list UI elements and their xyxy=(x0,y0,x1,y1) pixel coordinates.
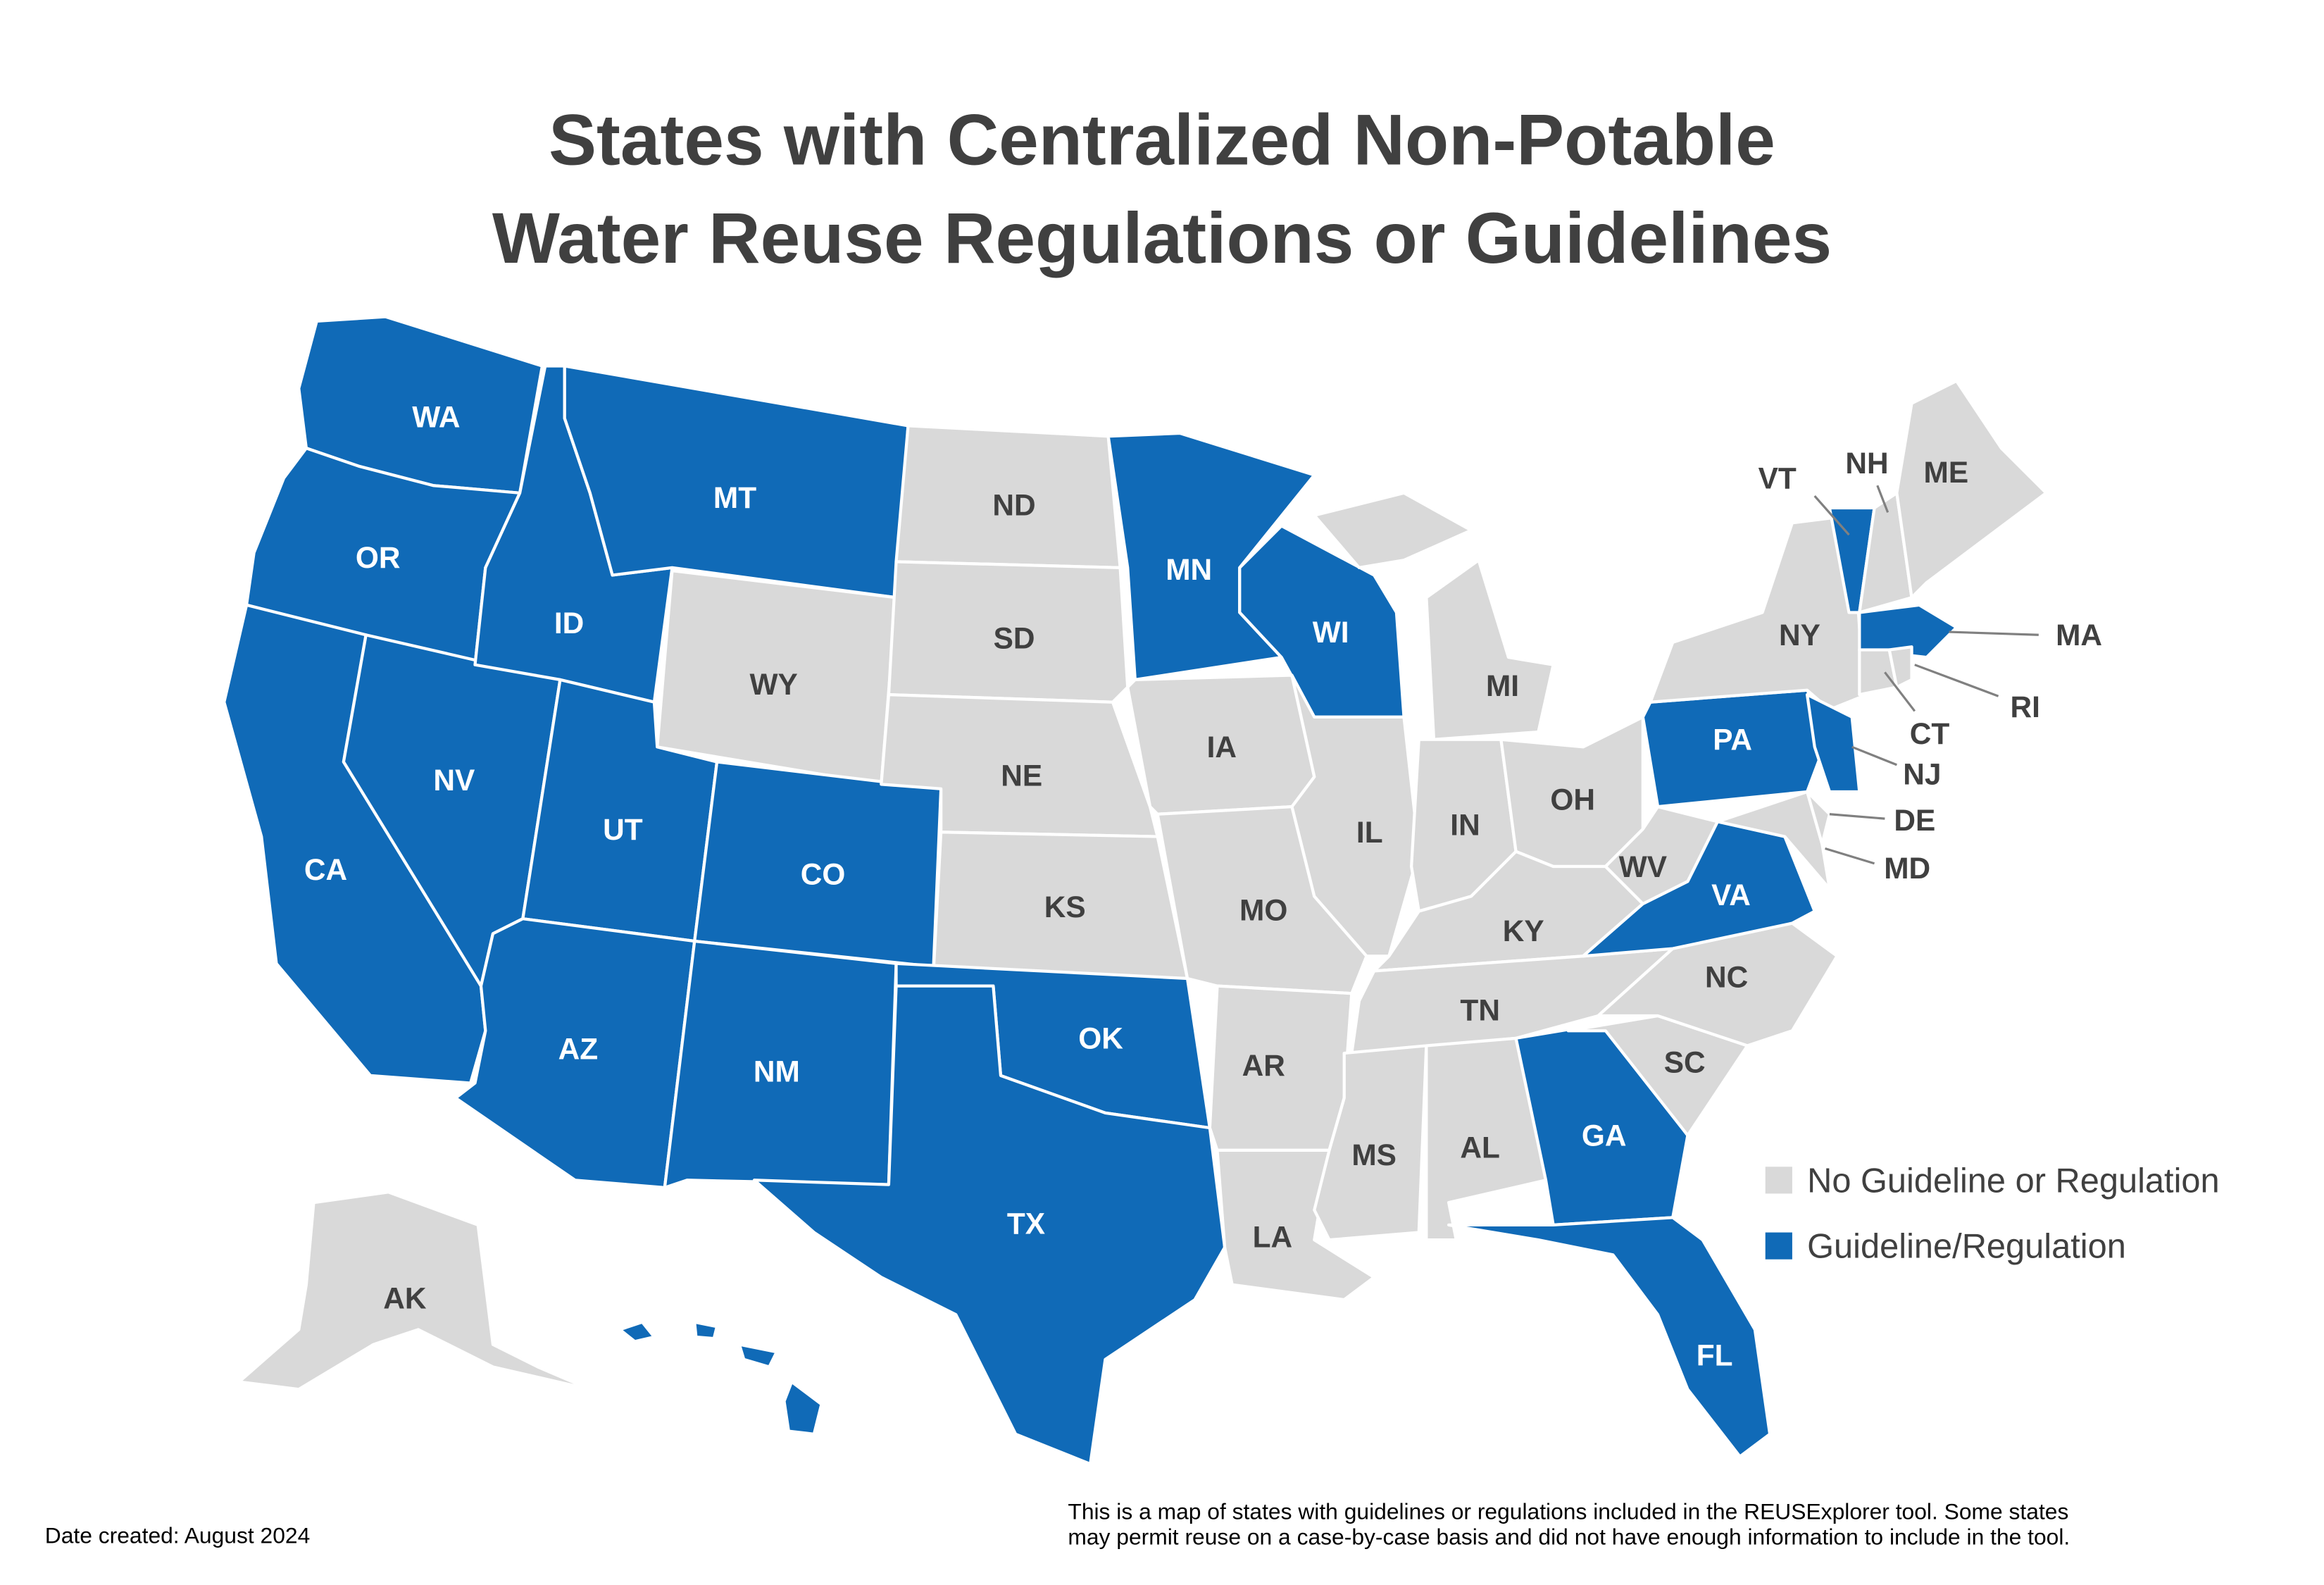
leader-line xyxy=(1884,671,1916,712)
state-label: NH xyxy=(1845,447,1888,480)
state-shape xyxy=(1649,514,1869,711)
leader-line xyxy=(1813,495,1850,536)
state-shape xyxy=(1290,673,1420,958)
state-label: MD xyxy=(1884,852,1930,885)
state-label: IA xyxy=(1207,731,1237,764)
state-label: TX xyxy=(1007,1207,1045,1241)
state-label: VA xyxy=(1711,878,1751,912)
state-label: SC xyxy=(1664,1046,1706,1079)
state-label: AL xyxy=(1460,1131,1500,1164)
state-label: IL xyxy=(1356,816,1383,849)
state-shape xyxy=(693,1320,719,1341)
footnote-line: This is a map of states with guidelines … xyxy=(1068,1499,2068,1524)
state-shape xyxy=(1425,559,1555,741)
state-shape xyxy=(1447,1216,1772,1458)
state-label: NJ xyxy=(1903,757,1941,790)
legend-swatch xyxy=(1765,1167,1792,1194)
state-shape xyxy=(1716,790,1832,890)
labels-layer: WA OR CA NV ID MT WY UT CO AZ NM ND SD NE KS OK TX MN IA MO… xyxy=(304,401,2102,1420)
state-label: HI xyxy=(720,1386,749,1419)
leader-line xyxy=(1876,485,1889,513)
state-label: NV xyxy=(433,764,475,797)
state-label: AR xyxy=(1242,1049,1285,1082)
state-label: MO xyxy=(1239,893,1287,926)
states-layer xyxy=(223,315,2048,1466)
state-shape xyxy=(737,1343,778,1369)
state-label: CT xyxy=(1910,717,1950,750)
title-line: States with Centralized Non-Potable xyxy=(549,99,1775,180)
state-label: ME xyxy=(1924,456,1969,489)
state-label: OK xyxy=(1078,1022,1123,1055)
legend-label: Guideline/Regulation xyxy=(1807,1228,2126,1266)
state-label: KY xyxy=(1503,914,1544,947)
state-label: ID xyxy=(554,607,584,640)
state-label: MT xyxy=(713,481,756,514)
state-label: TN xyxy=(1460,993,1500,1026)
state-label: WI xyxy=(1313,616,1349,649)
state-label: MN xyxy=(1166,553,1212,586)
state-shape xyxy=(782,1380,823,1436)
state-shape xyxy=(887,560,1130,704)
legend-swatch xyxy=(1765,1232,1792,1260)
state-label: WY xyxy=(749,668,797,701)
state-label: UT xyxy=(603,813,643,846)
state-label: MS xyxy=(1351,1138,1397,1171)
leader-line xyxy=(1949,630,2039,636)
state-shape xyxy=(1313,491,1473,569)
state-label: OH xyxy=(1550,783,1595,816)
leader-line xyxy=(1851,745,1897,766)
date-note: Date created: August 2024 xyxy=(45,1523,311,1548)
state-label: NY xyxy=(1779,619,1820,652)
state-label: AZ xyxy=(558,1033,599,1066)
state-shape xyxy=(1895,379,2048,599)
state-label: FL xyxy=(1697,1338,1733,1372)
state-label: LA xyxy=(1253,1221,1293,1254)
state-label: KS xyxy=(1044,890,1086,924)
leader-line xyxy=(1829,813,1885,820)
state-shape xyxy=(1858,603,1958,659)
leader-line xyxy=(1914,664,1999,697)
state-shape xyxy=(752,984,1227,1466)
legend: No Guideline or Regulation Guideline/Regu… xyxy=(1765,1162,2220,1266)
legend-label: No Guideline or Regulation xyxy=(1807,1162,2220,1200)
state-label: MA xyxy=(2056,619,2102,652)
state-label: NC xyxy=(1705,961,1748,994)
state-shape xyxy=(618,1320,656,1343)
state-label: WV xyxy=(1619,850,1667,883)
state-label: CA xyxy=(304,853,347,886)
state-label: DE xyxy=(1894,804,1935,837)
title-line: Water Reuse Regulations or Guidelines xyxy=(492,198,1832,278)
state-label: SD xyxy=(994,621,1035,654)
state-label: ND xyxy=(992,489,1035,522)
state-label: AK xyxy=(383,1282,427,1315)
state-label: MI xyxy=(1486,669,1519,702)
state-label: CO xyxy=(801,857,846,890)
state-label: IN xyxy=(1450,808,1480,841)
state-shape xyxy=(1805,692,1861,794)
state-label: GA xyxy=(1582,1119,1627,1152)
state-shape xyxy=(1566,1014,1749,1137)
state-label: VT xyxy=(1758,461,1797,495)
state-shape xyxy=(1887,645,1913,689)
state-label: NE xyxy=(1001,759,1042,792)
footnote-line: may permit reuse on a case-by-case basis… xyxy=(1068,1524,2070,1550)
leader-line xyxy=(1825,847,1875,865)
state-shape xyxy=(237,1191,592,1391)
state-label: NM xyxy=(754,1055,800,1088)
state-label: PA xyxy=(1713,723,1752,757)
state-label: RI xyxy=(2011,690,2040,723)
state-label: OR xyxy=(356,541,401,574)
state-label: WA xyxy=(412,401,460,434)
